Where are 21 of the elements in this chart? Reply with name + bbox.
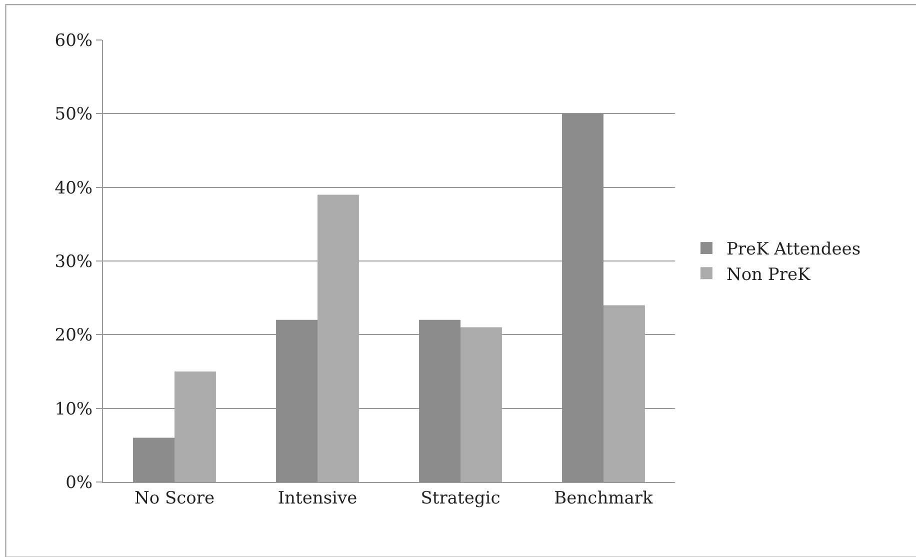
x-tick-label: Benchmark: [554, 488, 654, 508]
y-tick-label: 60%: [54, 30, 93, 51]
bar: [604, 305, 645, 482]
bar: [276, 320, 318, 482]
y-tick-label: 50%: [54, 104, 93, 125]
y-tick-label: 20%: [54, 326, 93, 346]
bar: [419, 320, 460, 482]
y-tick-label: 40%: [54, 178, 93, 198]
x-tick-label: No Score: [134, 488, 215, 508]
y-tick-label: 10%: [54, 399, 93, 420]
bar: [562, 114, 604, 482]
y-tick-label: 30%: [54, 252, 93, 272]
legend-label: Non PreK: [726, 264, 811, 285]
legend-label: PreK Attendees: [726, 240, 861, 260]
x-tick-label: Intensive: [278, 488, 358, 508]
x-tick-label: Strategic: [420, 488, 500, 508]
y-tick-label: 0%: [66, 472, 93, 493]
bar: [174, 372, 216, 482]
bar: [460, 327, 502, 482]
bar: [318, 194, 359, 482]
bar: [133, 438, 174, 482]
